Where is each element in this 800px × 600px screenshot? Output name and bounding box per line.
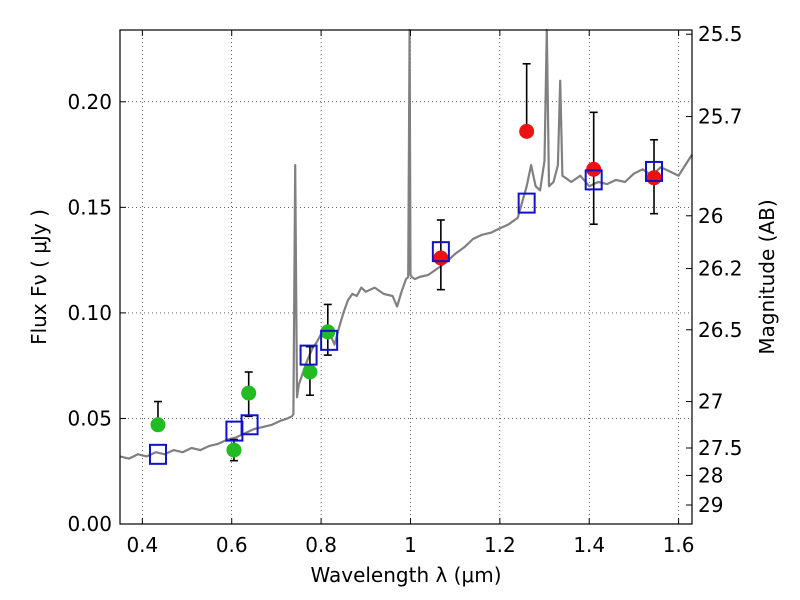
model-band-marker (240, 414, 259, 436)
right-tick-label: 25.5 (698, 22, 743, 46)
right-tick-label: 29 (698, 493, 723, 517)
data-point (302, 364, 318, 380)
grid-lines (120, 30, 692, 524)
plot-frame (119, 29, 693, 525)
right-tick-label: 27 (698, 390, 723, 414)
spectrum-line (119, 28, 693, 460)
model-band-marker (431, 241, 450, 263)
y-axis-label: Flux Fν ( μJy ) (27, 209, 51, 345)
x-tick-label: 0.6 (216, 533, 248, 557)
x-axis-label: Wavelength λ (μm) (310, 563, 501, 587)
model-band-marker (148, 443, 167, 465)
right-tick-label: 26.2 (698, 257, 743, 281)
right-axis-label: Magnitude (AB) (755, 199, 779, 354)
x-tick-label: 1.2 (484, 533, 516, 557)
x-tick-label: 1 (404, 533, 417, 557)
right-tick-label: 27.5 (698, 436, 743, 460)
x-axis-ticks: 0.4 0.6 0.8 1 1.2 1.4 1.6 (126, 30, 695, 557)
x-tick-label: 0.4 (126, 533, 158, 557)
data-point (226, 442, 242, 458)
model-band-marker (517, 192, 536, 214)
right-axis-ticks: 25.5 25.7 26 26.2 26.5 27 27.5 28 29 (686, 22, 743, 517)
right-tick-label: 26.5 (698, 318, 743, 342)
y-axis-ticks: 0.00 0.05 0.10 0.15 0.20 (67, 90, 126, 536)
data-point (646, 170, 662, 186)
data-point (320, 324, 336, 340)
y-tick-label: 0.00 (67, 512, 112, 536)
data-point (150, 417, 166, 433)
y-tick-label: 0.10 (67, 301, 112, 325)
right-tick-label: 25.7 (698, 105, 743, 129)
x-tick-label: 1.4 (573, 533, 605, 557)
data-point (433, 250, 449, 266)
right-tick-label: 26 (698, 204, 723, 228)
y-tick-label: 0.05 (67, 406, 112, 430)
model-band-marker (645, 160, 664, 182)
model-band-marker (320, 329, 339, 351)
data-point (241, 385, 257, 401)
x-tick-label: 1.6 (663, 533, 695, 557)
error-bars (153, 62, 659, 462)
model-spectrum (119, 28, 693, 460)
data-markers (148, 123, 664, 465)
right-tick-label: 28 (698, 463, 723, 487)
model-band-marker (584, 169, 603, 191)
x-tick-label: 0.8 (305, 533, 337, 557)
y-tick-label: 0.15 (67, 195, 112, 219)
data-point (586, 161, 602, 177)
y-tick-label: 0.20 (67, 90, 112, 114)
data-point (519, 123, 535, 139)
model-band-marker (299, 344, 318, 366)
